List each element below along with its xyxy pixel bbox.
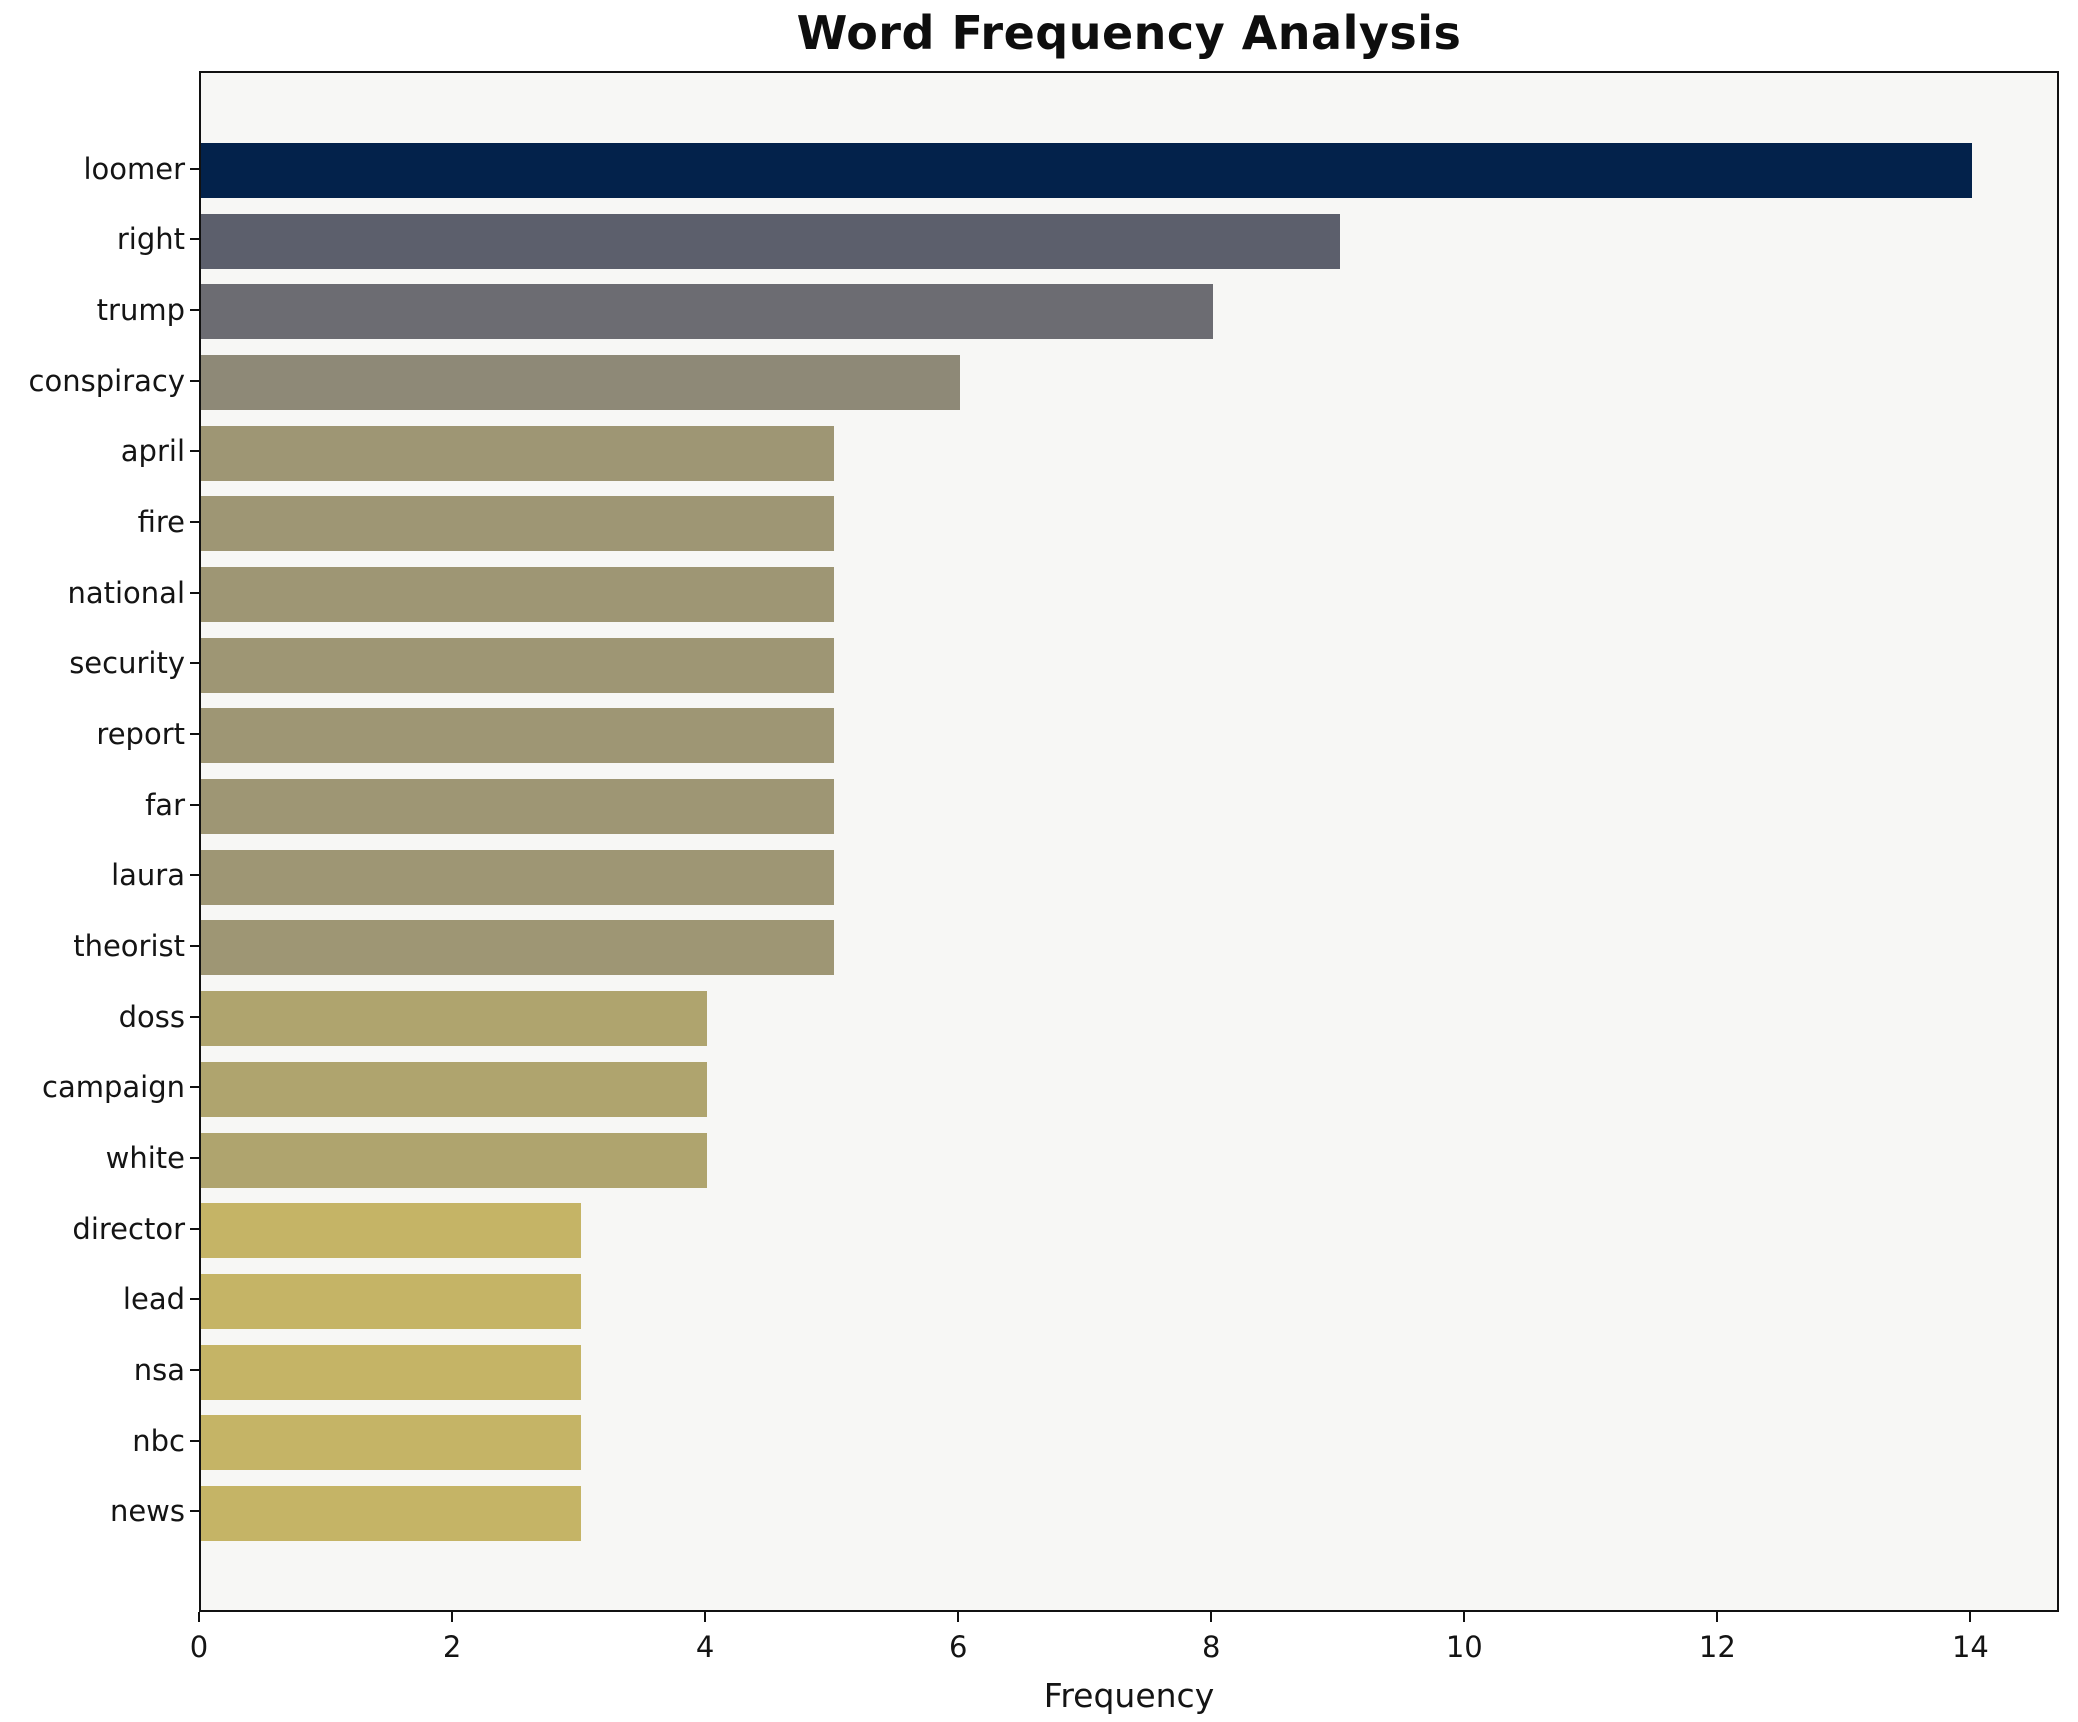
y-tick-label-trump: trump: [96, 292, 185, 327]
y-tick-mark: [190, 1510, 199, 1513]
y-tick-mark: [190, 308, 199, 311]
chart-title: Word Frequency Analysis: [796, 6, 1462, 60]
x-tick-mark: [198, 1612, 200, 1622]
x-tick-label-8: 8: [1202, 1630, 1221, 1664]
y-tick-mark: [190, 379, 199, 382]
bar-far: [201, 779, 834, 835]
y-tick-label-news: news: [109, 1494, 185, 1529]
bar-director: [201, 1203, 581, 1259]
x-tick-mark: [1716, 1612, 1719, 1622]
y-tick-mark: [190, 238, 199, 241]
y-tick-label-laura: laura: [111, 858, 185, 893]
y-tick-mark: [190, 803, 199, 806]
y-tick-label-fire: fire: [137, 504, 185, 539]
y-tick-label-theorist: theorist: [73, 928, 185, 963]
x-tick-mark: [451, 1612, 454, 1622]
bar-laura: [201, 849, 834, 905]
y-tick-mark: [190, 1439, 199, 1442]
x-tick-label-10: 10: [1445, 1630, 1483, 1664]
bar-nbc: [201, 1415, 581, 1471]
x-tick-label-6: 6: [948, 1630, 968, 1664]
y-tick-label-campaign: campaign: [42, 1070, 185, 1105]
y-tick-mark: [190, 1369, 199, 1372]
bar-conspiracy: [201, 355, 961, 411]
y-tick-label-national: national: [67, 575, 185, 610]
y-tick-mark: [190, 944, 199, 947]
bar-national: [201, 567, 834, 623]
x-tick-mark: [704, 1612, 707, 1622]
bar-theorist: [201, 920, 834, 976]
bar-right: [201, 213, 1340, 269]
x-axis-label: Frequency: [1043, 1676, 1215, 1715]
y-tick-label-lead: lead: [122, 1282, 185, 1317]
bar-security: [201, 637, 834, 693]
y-tick-mark: [190, 1157, 199, 1160]
bar-fire: [201, 496, 834, 552]
x-tick-mark: [1463, 1612, 1466, 1622]
x-tick-mark: [957, 1612, 960, 1622]
bar-trump: [201, 284, 1214, 340]
y-tick-label-far: far: [145, 787, 185, 822]
y-tick-mark: [190, 732, 199, 735]
y-tick-label-conspiracy: conspiracy: [28, 363, 185, 398]
x-tick-label-12: 12: [1698, 1630, 1736, 1664]
y-tick-mark: [190, 1298, 199, 1301]
plot-area: [199, 71, 2059, 1612]
bar-news: [201, 1485, 581, 1541]
bar-lead: [201, 1273, 581, 1329]
y-tick-mark: [190, 874, 199, 877]
x-tick-mark: [1969, 1612, 1972, 1622]
y-tick-mark: [190, 1015, 199, 1018]
x-tick-label-4: 4: [695, 1630, 715, 1664]
y-tick-mark: [190, 1227, 199, 1230]
bar-campaign: [201, 1061, 708, 1117]
bar-loomer: [201, 143, 1973, 198]
y-tick-mark: [190, 591, 199, 594]
y-tick-label-white: white: [105, 1141, 185, 1176]
bar-report: [201, 708, 834, 764]
y-tick-label-nsa: nsa: [133, 1353, 185, 1388]
y-tick-mark: [190, 167, 199, 170]
x-tick-label-14: 14: [1951, 1630, 1989, 1664]
bar-nsa: [201, 1344, 581, 1400]
bar-april: [201, 425, 834, 481]
y-tick-mark: [190, 450, 199, 453]
y-tick-label-director: director: [72, 1211, 185, 1246]
y-tick-label-security: security: [69, 646, 185, 681]
y-tick-label-april: april: [120, 434, 185, 469]
y-tick-label-doss: doss: [118, 999, 185, 1034]
y-tick-label-nbc: nbc: [132, 1423, 185, 1458]
y-tick-mark: [190, 662, 199, 665]
y-tick-mark: [190, 520, 199, 523]
y-tick-mark: [190, 1086, 199, 1089]
bar-doss: [201, 991, 708, 1047]
bar-white: [201, 1132, 708, 1188]
x-tick-mark: [1210, 1612, 1213, 1622]
y-tick-label-right: right: [116, 222, 185, 257]
y-tick-label-loomer: loomer: [83, 151, 185, 186]
x-tick-label-2: 2: [442, 1630, 462, 1664]
y-tick-label-report: report: [96, 716, 185, 751]
x-tick-label-0: 0: [189, 1630, 209, 1664]
